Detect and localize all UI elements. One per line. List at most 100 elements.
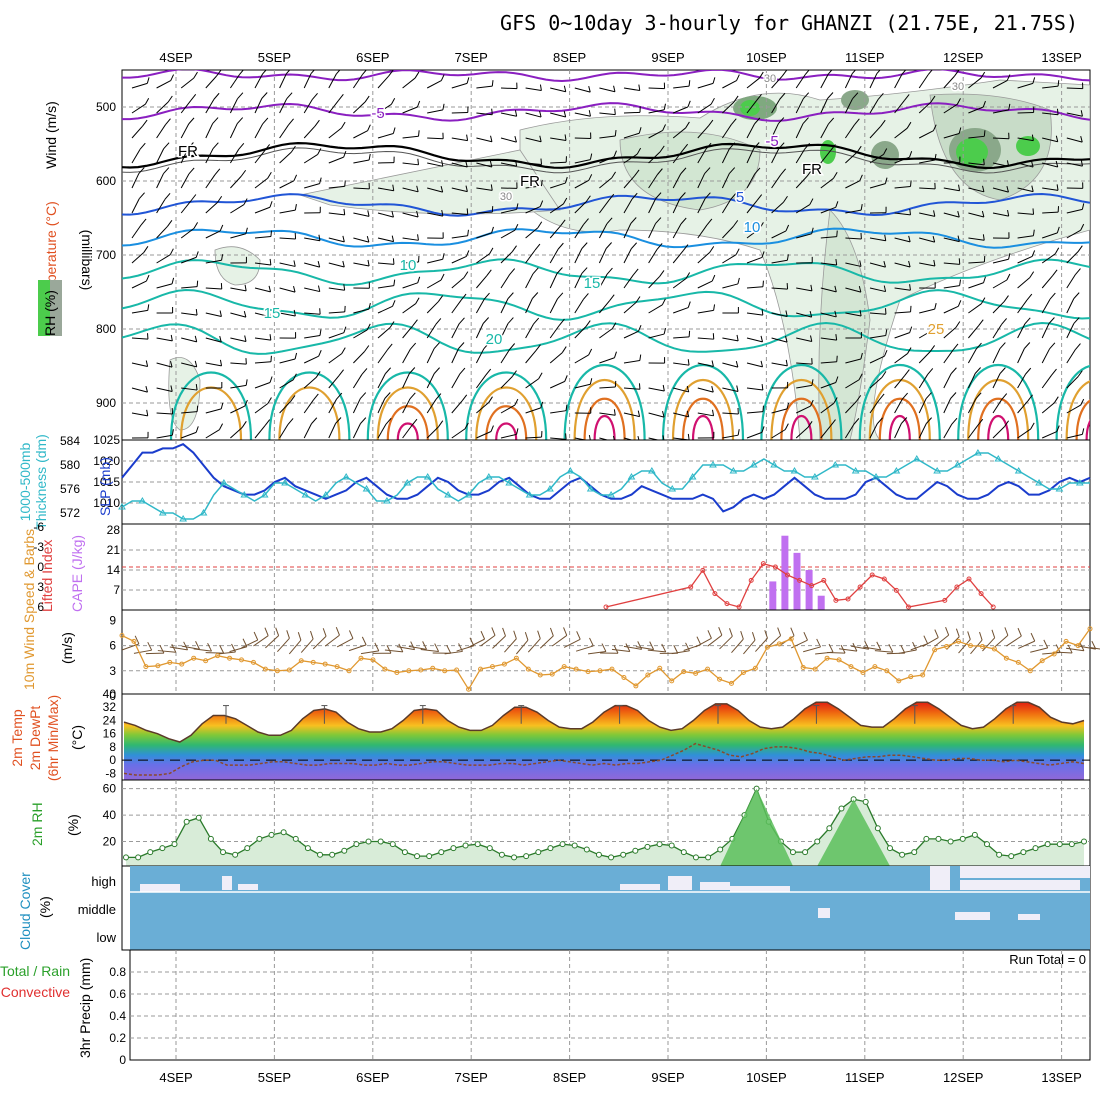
boundary-layer-contour	[563, 364, 646, 440]
wind-barb	[869, 334, 886, 339]
wind-barb-flag	[581, 267, 588, 274]
wind10m-barb-flag	[491, 627, 496, 636]
boundary-layer-contour	[386, 405, 429, 440]
rh-marker	[535, 849, 542, 856]
wind-speed-marker	[322, 661, 328, 667]
wind-barb	[229, 74, 240, 89]
pressure-tick: 500	[96, 100, 116, 114]
rh-marker	[620, 851, 627, 858]
wind10m-barb	[588, 651, 606, 655]
wind-barb	[894, 311, 911, 314]
wind-barb	[672, 173, 682, 189]
wind-speed-marker	[382, 666, 388, 672]
wind-barb-flag	[287, 418, 294, 425]
wind-speed-marker	[119, 633, 125, 639]
contour-label: FR	[520, 173, 540, 190]
wind-barb-flag	[146, 77, 150, 84]
wind-barb-flag	[582, 293, 589, 300]
wind-barb	[894, 73, 903, 89]
wind-barb	[746, 312, 763, 316]
thickness-marker	[912, 455, 921, 462]
wind-barb-flag	[1001, 393, 1008, 400]
cloud-gap	[955, 912, 990, 920]
wind-barb	[771, 148, 780, 164]
wind-barb	[992, 162, 1009, 167]
wind-barb-flag	[217, 195, 223, 203]
wind-barb-flag	[588, 86, 591, 93]
boundary-layer-contour	[1085, 419, 1090, 440]
wind-speed-marker	[334, 664, 340, 670]
wind-barb-flag	[416, 185, 419, 192]
wind-barb	[500, 137, 517, 143]
wind-barb	[1066, 274, 1076, 289]
wind-barb-flag	[908, 260, 911, 268]
wind-barb-flag	[735, 360, 739, 368]
wind-barb	[1042, 187, 1059, 191]
wind10m-barb-flag	[751, 632, 756, 641]
wind-barb-flag	[145, 385, 148, 393]
wind-barb-flag	[262, 70, 267, 75]
wind-barb-flag	[392, 258, 395, 265]
rh-marker	[923, 835, 930, 842]
wind-barb-flag	[908, 235, 911, 242]
wind-barb	[844, 98, 854, 114]
wind-barb-flag	[486, 269, 492, 277]
wind-barb-flag	[390, 98, 396, 105]
wind-barb-flag	[605, 242, 612, 249]
wind-frame	[121, 609, 1091, 695]
wind-barb-flag	[261, 92, 268, 99]
dewpoint-line	[123, 742, 1085, 776]
wind-barb-flag	[957, 235, 960, 242]
wind10m-barb-flag	[991, 629, 996, 638]
wind-barb-flag	[560, 219, 566, 227]
wind-barb	[918, 374, 929, 389]
wind-barb	[279, 401, 291, 414]
wind-barb-flag	[516, 428, 519, 435]
wind-barb-flag	[809, 198, 814, 205]
wind-barb	[918, 351, 931, 364]
wind-barb-flag	[638, 127, 642, 134]
wind-barb-flag	[1080, 160, 1083, 167]
wind-barb	[377, 349, 388, 364]
slp-tick: 1020	[93, 454, 120, 468]
wind-barb	[402, 282, 418, 289]
cloud-high-label: high	[91, 874, 116, 889]
cloud-gap	[960, 880, 1080, 890]
wind-barb-flag	[975, 342, 982, 350]
wind-barb-flag	[409, 392, 416, 400]
wind-barb-flag	[338, 369, 344, 376]
wind-barb	[328, 73, 337, 89]
rh-marker	[717, 846, 724, 853]
rh-marker	[1032, 845, 1039, 852]
boundary-layer-contour	[396, 422, 419, 440]
wind-barb	[673, 362, 690, 366]
wind-barb	[943, 327, 957, 339]
wind-barb-flag	[811, 379, 814, 386]
wind-barb	[1066, 349, 1076, 364]
wind-speed-marker	[227, 655, 233, 661]
rh-marker	[947, 838, 954, 845]
wind-barb-flag	[366, 236, 370, 243]
li-marker	[942, 597, 948, 603]
wind10m-barb	[731, 638, 744, 654]
wind-barb	[1017, 212, 1034, 215]
wind-barb-flag	[138, 192, 145, 200]
contour-label: -5	[765, 133, 778, 150]
wind10m-barb	[695, 637, 712, 648]
wind-barb-flag	[655, 192, 662, 199]
wind-barb-flag	[883, 260, 886, 268]
wind10m-barb-flag	[286, 630, 290, 639]
wind-barb-flag	[1075, 343, 1081, 350]
wind10m-barb-flag	[1043, 639, 1049, 649]
wind10m-barb	[504, 638, 517, 653]
wind-barb-flag	[195, 426, 199, 433]
wind-barb-flag	[754, 167, 761, 175]
wind-barb-flag	[292, 373, 297, 381]
wind-barb	[230, 426, 243, 439]
wind-barb	[131, 337, 148, 340]
wind-barb	[279, 124, 290, 139]
date-top-label: 9SEP	[651, 50, 684, 65]
wind-barb	[820, 150, 832, 164]
wind-barb	[599, 386, 616, 389]
wind10m-barb	[360, 650, 379, 655]
